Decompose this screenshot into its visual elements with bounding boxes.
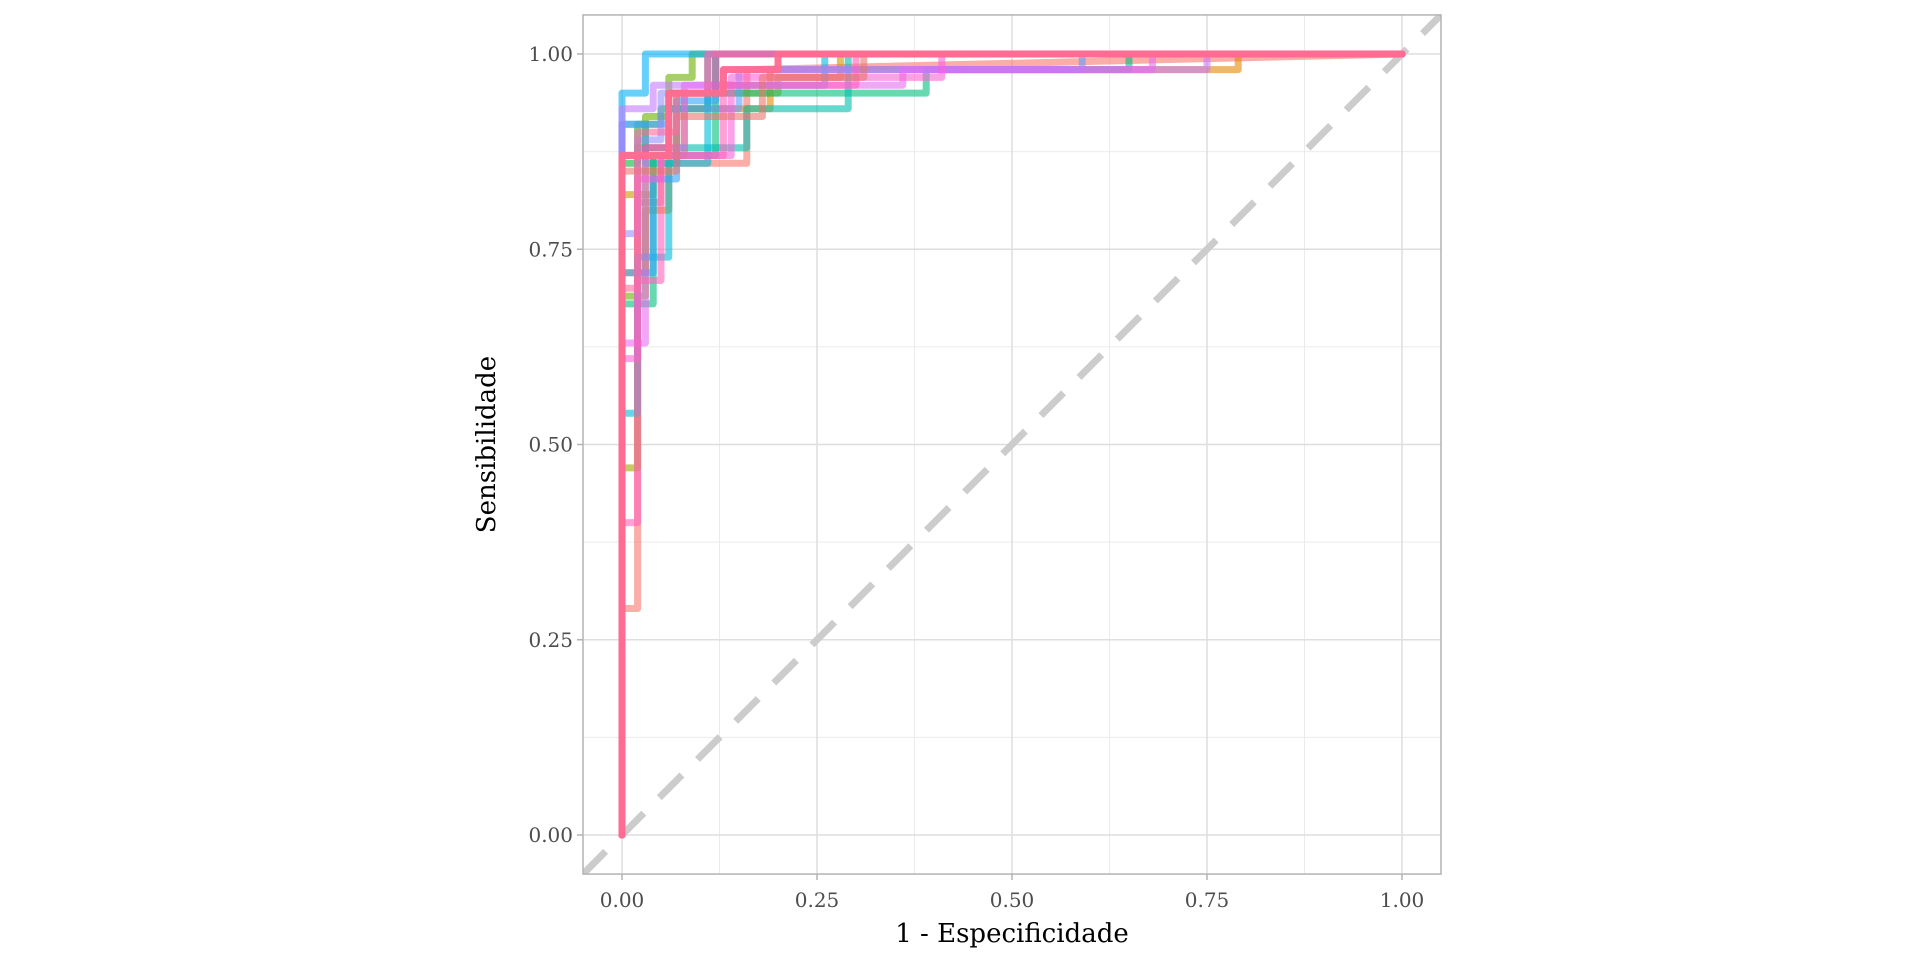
reference-diagonal	[583, 14, 1441, 875]
x-tick-label: 1.00	[1380, 888, 1425, 912]
y-tick-label: 0.25	[528, 628, 573, 652]
roc-curve-10	[618, 50, 1406, 839]
x-tick-label: 0.50	[990, 888, 1035, 912]
x-axis-ticks: 0.00 0.25 0.50 0.75 1.00	[600, 874, 1425, 912]
y-tick-label: 0.00	[528, 823, 573, 847]
y-axis-ticks: 0.00 0.25 0.50 0.75 1.00	[528, 42, 583, 847]
y-tick-label: 0.75	[528, 237, 573, 261]
y-axis-title: Sensibilidade	[472, 356, 502, 533]
x-tick-label: 0.25	[795, 888, 840, 912]
reference-line	[583, 14, 1441, 875]
x-axis-title: 1 - Especificidade	[895, 919, 1128, 949]
x-tick-label: 0.75	[1185, 888, 1230, 912]
roc-curves	[618, 50, 1406, 839]
roc-curve-20	[618, 50, 1406, 839]
x-tick-label: 0.00	[600, 888, 645, 912]
y-tick-label: 0.50	[528, 433, 573, 457]
y-tick-label: 1.00	[528, 42, 573, 66]
roc-curve-12	[618, 50, 1406, 839]
roc-curve-21	[618, 50, 1406, 839]
